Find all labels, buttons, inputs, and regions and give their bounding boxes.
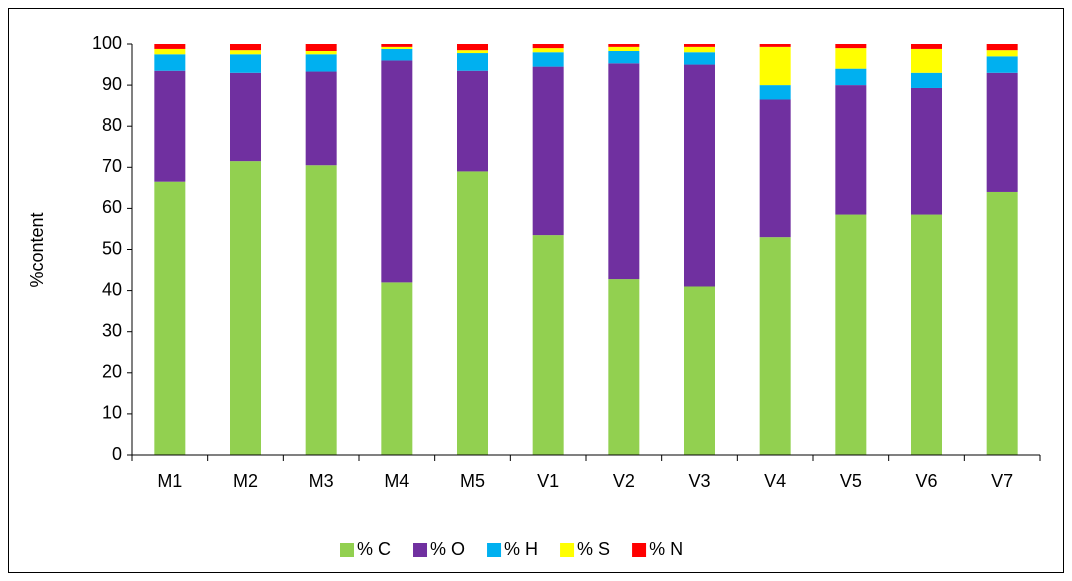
bar-segment <box>911 87 942 215</box>
bar-segment <box>911 72 942 88</box>
bar-segment <box>911 214 942 455</box>
y-tick-label: 20 <box>102 362 122 382</box>
y-tick-label: 0 <box>112 444 122 464</box>
bar-segment <box>381 60 413 283</box>
bar-segment <box>608 44 640 47</box>
bar-segment <box>457 44 488 51</box>
bar-segment <box>457 50 488 54</box>
bar-segment <box>230 54 261 73</box>
bar-segment <box>381 46 413 49</box>
bar-segment <box>759 237 791 455</box>
bar-segment <box>759 44 791 47</box>
bar-segment <box>835 85 867 215</box>
y-tick-label: 70 <box>102 156 122 176</box>
legend-label: % O <box>430 539 465 559</box>
bar-segment <box>532 235 564 455</box>
x-tick-label: V7 <box>991 471 1013 491</box>
bar-segment <box>154 181 186 455</box>
bar-segment <box>381 282 413 455</box>
bar-segment <box>911 48 942 73</box>
legend-label: % C <box>357 539 391 559</box>
x-tick-label: V3 <box>688 471 710 491</box>
bar-segment <box>305 165 337 455</box>
legend-swatch <box>413 543 428 557</box>
bar-segment <box>759 46 791 86</box>
bar-segment <box>759 85 791 100</box>
bar-segment <box>835 214 867 455</box>
bar-segment <box>305 44 337 51</box>
bar-segment <box>154 48 186 55</box>
bar-segment <box>532 48 564 53</box>
bar-segment <box>986 191 1018 455</box>
bar-segment <box>230 44 261 51</box>
x-tick-label: V1 <box>537 471 559 491</box>
bar-segment <box>835 48 867 69</box>
bar-segment <box>154 70 186 182</box>
legend-swatch <box>632 543 647 557</box>
y-tick-label: 50 <box>102 238 122 258</box>
y-tick-label: 40 <box>102 279 122 299</box>
bar-segment <box>230 72 261 162</box>
bar-segment <box>457 53 488 71</box>
bar-segment <box>684 286 715 455</box>
y-tick-label: 60 <box>102 197 122 217</box>
y-axis-label: %content <box>27 212 47 287</box>
bar-segment <box>684 52 715 65</box>
legend-label: % H <box>504 539 538 559</box>
bar-segment <box>305 50 337 55</box>
bar-segment <box>986 72 1018 192</box>
bar-segment <box>532 44 564 49</box>
legend-swatch <box>560 543 575 557</box>
bar-segment <box>154 44 186 49</box>
bar-segment <box>608 46 640 51</box>
bar-segment <box>381 48 413 61</box>
bar-segment <box>911 44 942 49</box>
bar-segment <box>608 63 640 280</box>
bar-segment <box>457 70 488 172</box>
x-tick-label: V6 <box>915 471 937 491</box>
legend-swatch <box>487 543 502 557</box>
bar-segment <box>230 50 261 55</box>
y-tick-label: 100 <box>92 33 122 53</box>
bar-segment <box>532 52 564 67</box>
bar-segment <box>154 54 186 71</box>
bar-segment <box>230 161 261 455</box>
bar-segment <box>835 68 867 86</box>
bar-segment <box>759 99 791 238</box>
y-tick-label: 80 <box>102 115 122 135</box>
bar-segment <box>835 44 867 49</box>
bar-segment <box>457 171 488 455</box>
x-tick-label: M4 <box>384 471 409 491</box>
y-tick-label: 10 <box>102 403 122 423</box>
legend-label: % N <box>649 539 683 559</box>
bar-segment <box>305 54 337 72</box>
x-tick-label: V5 <box>840 471 862 491</box>
legend-swatch <box>340 543 354 557</box>
bar-segment <box>608 279 640 455</box>
bar-segment <box>684 46 715 53</box>
y-tick-label: 90 <box>102 74 122 94</box>
bar-segment <box>608 50 640 64</box>
x-tick-label: M2 <box>233 471 258 491</box>
legend-label: % S <box>577 539 610 559</box>
bar-segment <box>381 44 413 47</box>
bar-segment <box>684 64 715 287</box>
y-tick-label: 30 <box>102 320 122 340</box>
bar-segment <box>305 71 337 166</box>
bar-segment <box>532 66 564 236</box>
x-tick-label: V4 <box>764 471 786 491</box>
bar-segment <box>684 44 715 47</box>
bar-segment <box>986 44 1018 51</box>
bar-segment <box>986 56 1018 73</box>
x-tick-label: V2 <box>613 471 635 491</box>
bar-segment <box>986 50 1018 57</box>
x-tick-label: M3 <box>309 471 334 491</box>
x-tick-label: M5 <box>460 471 485 491</box>
x-tick-label: M1 <box>157 471 182 491</box>
